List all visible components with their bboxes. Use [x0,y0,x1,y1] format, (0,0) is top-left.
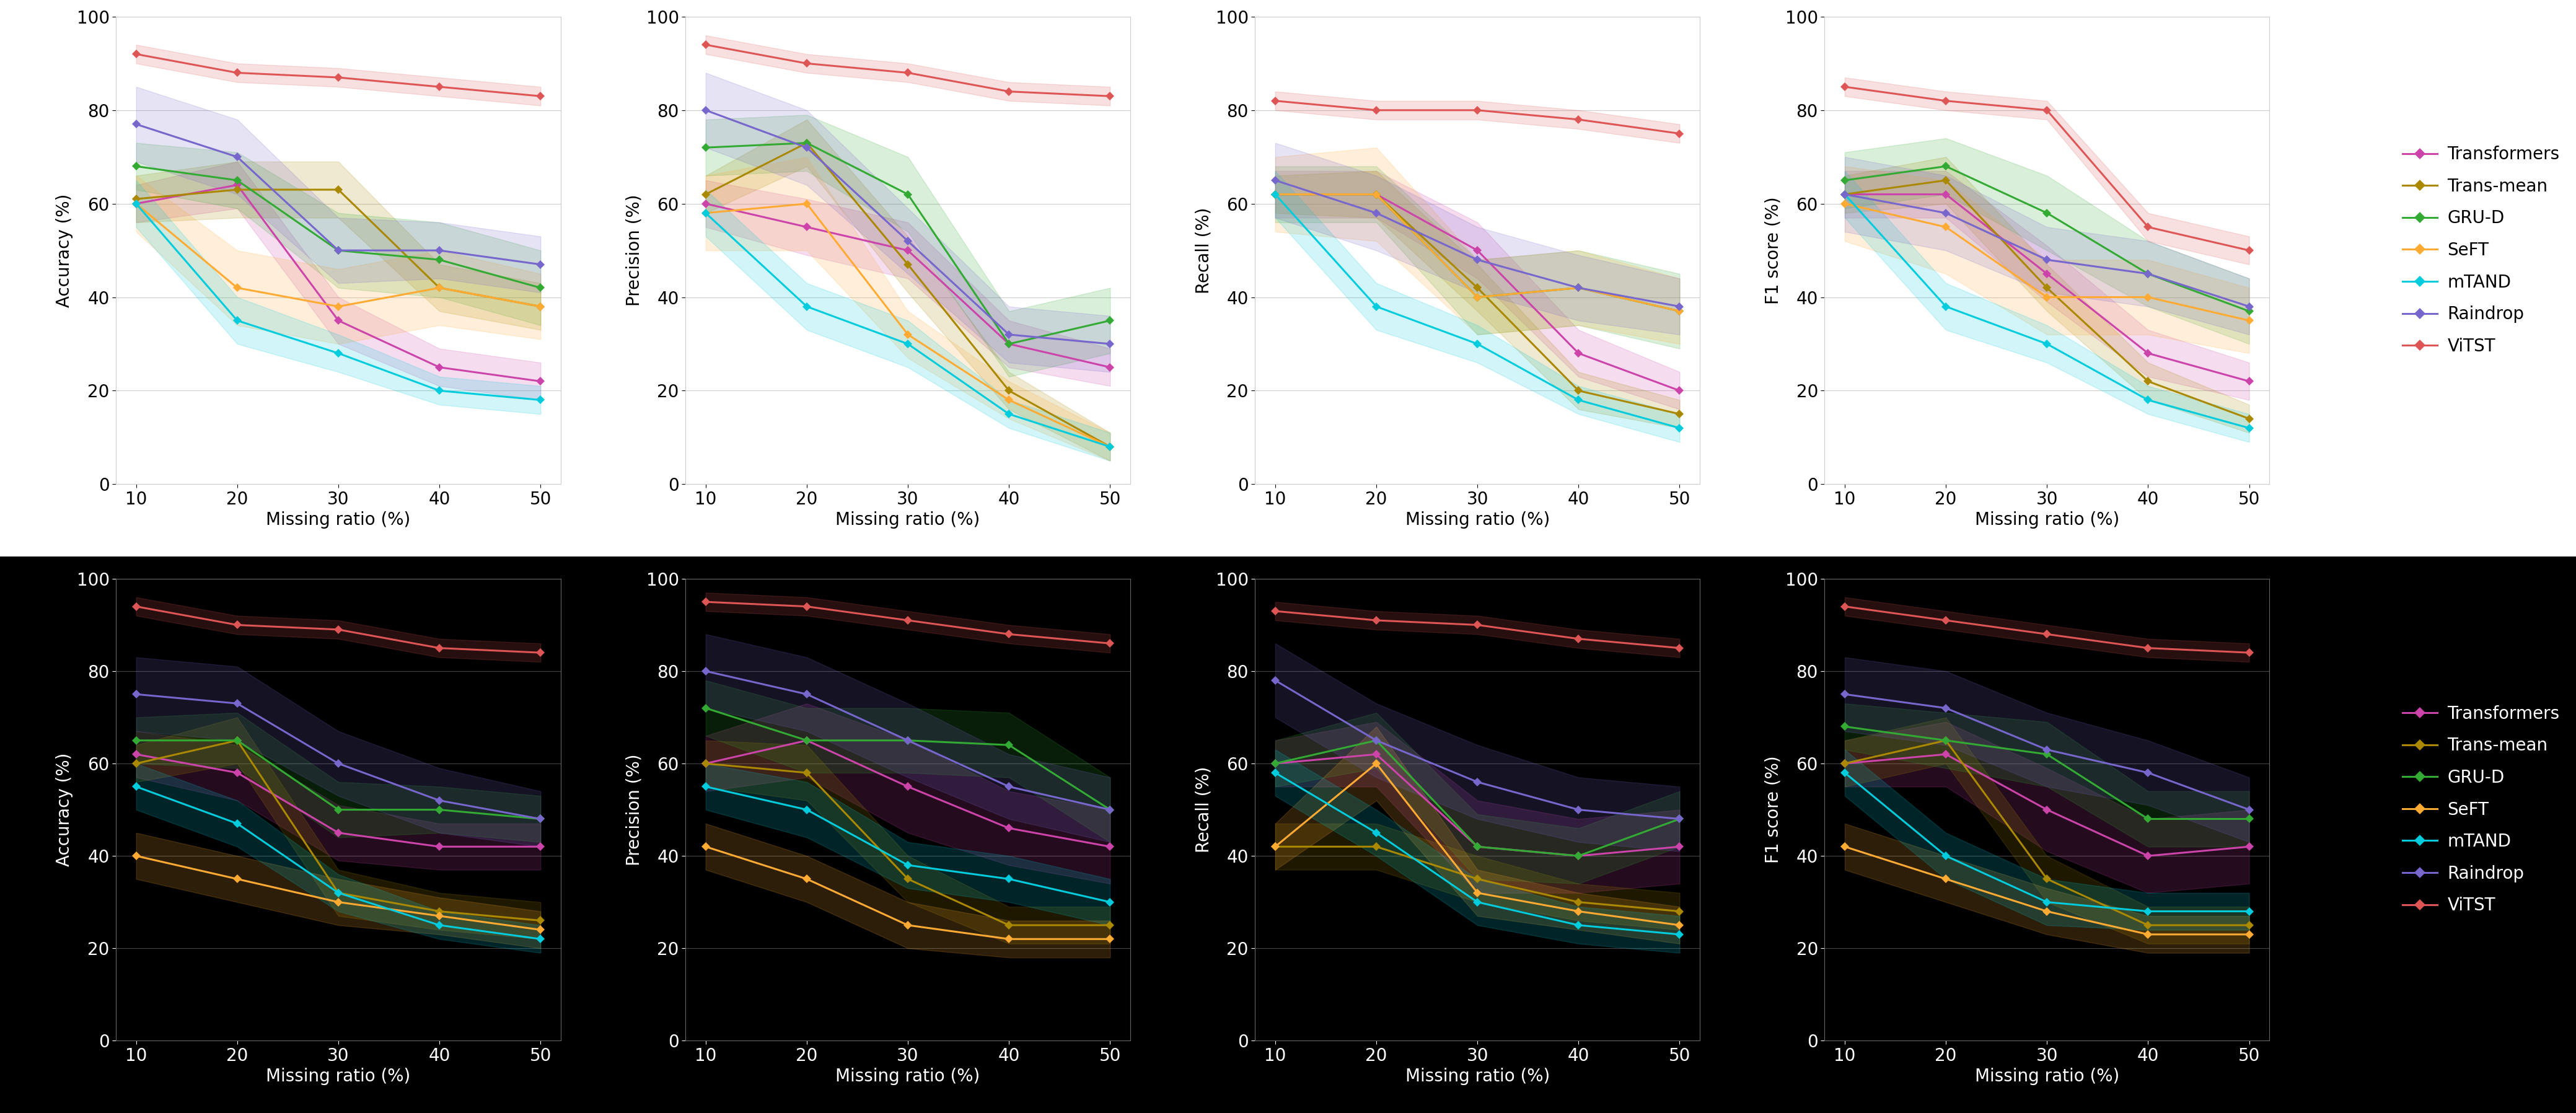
Legend: Transformers, Trans-mean, GRU-D, SeFT, mTAND, Raindrop, ViTST: Transformers, Trans-mean, GRU-D, SeFT, m… [2403,146,2561,355]
X-axis label: Missing ratio (%): Missing ratio (%) [1404,511,1551,529]
Y-axis label: Recall (%): Recall (%) [1195,767,1213,853]
X-axis label: Missing ratio (%): Missing ratio (%) [835,511,979,529]
Legend: Transformers, Trans-mean, GRU-D, SeFT, mTAND, Raindrop, ViTST: Transformers, Trans-mean, GRU-D, SeFT, m… [2403,705,2561,915]
X-axis label: Missing ratio (%): Missing ratio (%) [1404,1067,1551,1085]
Y-axis label: Accuracy (%): Accuracy (%) [57,194,72,307]
X-axis label: Missing ratio (%): Missing ratio (%) [1976,1067,2120,1085]
X-axis label: Missing ratio (%): Missing ratio (%) [1976,511,2120,529]
Y-axis label: Accuracy (%): Accuracy (%) [57,752,72,867]
Y-axis label: F1 score (%): F1 score (%) [1765,756,1783,864]
X-axis label: Missing ratio (%): Missing ratio (%) [265,511,410,529]
X-axis label: Missing ratio (%): Missing ratio (%) [265,1067,410,1085]
X-axis label: Missing ratio (%): Missing ratio (%) [835,1067,979,1085]
Y-axis label: F1 score (%): F1 score (%) [1765,197,1783,304]
Y-axis label: Recall (%): Recall (%) [1195,207,1213,294]
Y-axis label: Precision (%): Precision (%) [626,195,641,306]
Y-axis label: Precision (%): Precision (%) [626,754,641,866]
